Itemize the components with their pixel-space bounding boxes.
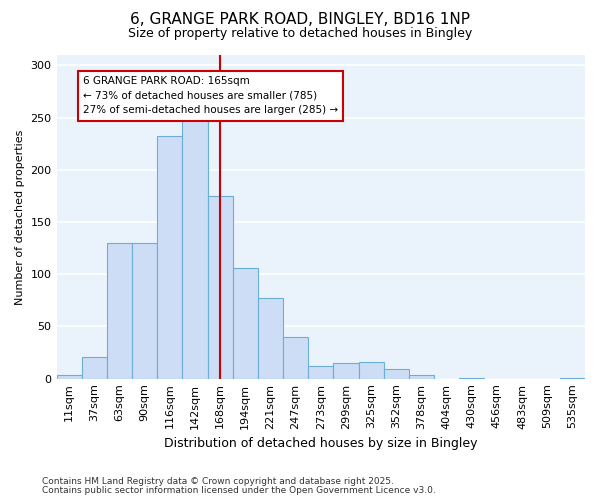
Bar [334, 363, 359, 378]
Text: 6 GRANGE PARK ROAD: 165sqm
← 73% of detached houses are smaller (785)
27% of sem: 6 GRANGE PARK ROAD: 165sqm ← 73% of deta… [83, 76, 338, 116]
Bar [383, 370, 409, 378]
Text: Contains public sector information licensed under the Open Government Licence v3: Contains public sector information licen… [42, 486, 436, 495]
Bar [233, 268, 258, 378]
Text: Contains HM Land Registry data © Crown copyright and database right 2025.: Contains HM Land Registry data © Crown c… [42, 477, 394, 486]
Bar [409, 374, 434, 378]
Bar [208, 196, 233, 378]
Text: 6, GRANGE PARK ROAD, BINGLEY, BD16 1NP: 6, GRANGE PARK ROAD, BINGLEY, BD16 1NP [130, 12, 470, 28]
Bar [258, 298, 283, 378]
Bar [82, 357, 107, 378]
Bar [283, 337, 308, 378]
X-axis label: Distribution of detached houses by size in Bingley: Distribution of detached houses by size … [164, 437, 478, 450]
Bar [107, 243, 132, 378]
Bar [182, 116, 208, 378]
Bar [56, 374, 82, 378]
Bar [359, 362, 383, 378]
Bar [157, 136, 182, 378]
Text: Size of property relative to detached houses in Bingley: Size of property relative to detached ho… [128, 28, 472, 40]
Bar [132, 243, 157, 378]
Bar [308, 366, 334, 378]
Y-axis label: Number of detached properties: Number of detached properties [15, 129, 25, 304]
